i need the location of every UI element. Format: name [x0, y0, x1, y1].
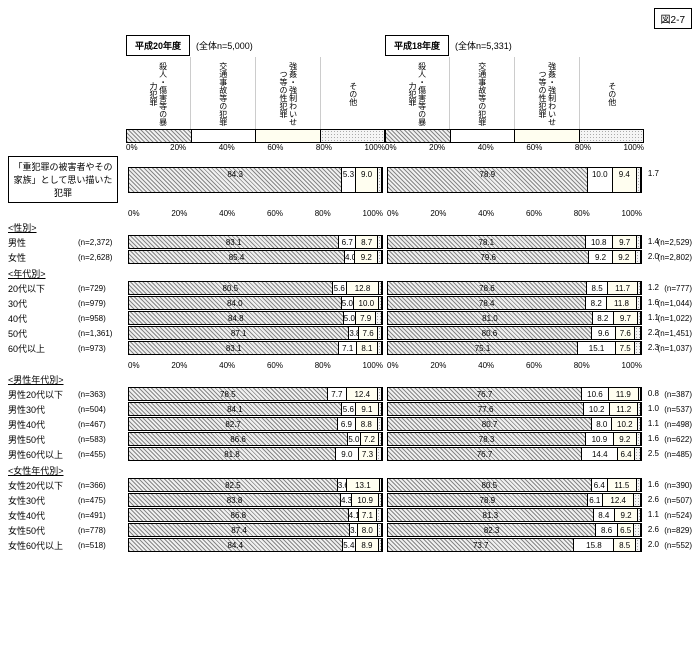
data-row: 女性(n=2,628)85.44.09.21.479.69.29.22.0(n=… — [8, 250, 692, 264]
section-header: <男性年代別> — [8, 373, 692, 386]
row-bar-left: 84.85.07.92.3 — [128, 311, 383, 325]
panel-title-right: 平成18年度 — [385, 35, 449, 56]
row-n-left: (n=729) — [78, 284, 126, 293]
row-bar-left: 83.16.78.71.5 — [128, 235, 383, 249]
row-n-left: (n=504) — [78, 405, 126, 414]
row-n-left: (n=475) — [78, 496, 126, 505]
row-bar-right: 78.310.99.21.6 — [387, 432, 642, 446]
row-label: 40代 — [8, 312, 78, 325]
row-label: 男性 — [8, 236, 78, 249]
row-label: 50代 — [8, 327, 78, 340]
row-bar-left: 87.13.87.61.5 — [128, 326, 383, 340]
panel-n-left: (全体n=5,000) — [196, 39, 253, 52]
row-n-left: (n=491) — [78, 511, 126, 520]
data-row: 女性40代(n=491)86.84.17.12.081.38.49.21.1(n… — [8, 508, 692, 522]
overall-bar-right: 78.910.09.41.7 — [387, 167, 642, 193]
row-bar-right: 81.08.29.71.1 — [387, 311, 642, 325]
data-row: 男性30代(n=504)84.15.69.11.2 77.610.211.21.0… — [8, 402, 692, 416]
row-label: 女性30代 — [8, 494, 78, 507]
row-bar-right: 82.38.66.52.6 — [387, 523, 642, 537]
row-n-left: (n=366) — [78, 481, 126, 490]
row-label: 男性20代以下 — [8, 388, 78, 401]
row-label: 女性20代以下 — [8, 479, 78, 492]
data-row: 男性40代(n=467)82.76.98.81.680.78.010.21.1(… — [8, 417, 692, 431]
category-header-right: 殺人・傷害等の暴力犯罪交通事故等の犯罪強姦・強制わいせつ等の性犯罪その他 0%2… — [385, 57, 644, 152]
row-bar-right: 79.69.29.22.0 — [387, 250, 642, 264]
row-bar-left: 84.45.48.91.3 — [128, 538, 383, 552]
data-row: 30代(n=979)84.05.010.01.078.48.211.81.6(n… — [8, 296, 692, 310]
row-bar-left: 84.15.69.11.2 — [128, 402, 383, 416]
row-label: 女性60代以上 — [8, 539, 78, 552]
overall-label: 「重犯罪の被害者やその家族」として思い描いた犯罪 — [8, 156, 118, 203]
row-bar-left: 78.57.712.41.4 — [128, 387, 383, 401]
row-n-left: (n=2,628) — [78, 253, 126, 262]
section-header: <性別> — [8, 221, 692, 234]
data-row: 40代(n=958)84.85.07.92.381.08.29.71.1(n=1… — [8, 311, 692, 325]
row-bar-left: 87.43.08.01.6 — [128, 523, 383, 537]
row-n-left: (n=778) — [78, 526, 126, 535]
row-n-left: (n=363) — [78, 390, 126, 399]
row-bar-left: 86.84.17.12.0 — [128, 508, 383, 522]
row-bar-right: 75.115.17.52.3 — [387, 341, 642, 355]
row-bar-right: 73.715.88.52.0 — [387, 538, 642, 552]
row-bar-right: 76.710.611.90.8 — [387, 387, 642, 401]
row-bar-right: 80.56.411.51.6 — [387, 478, 642, 492]
row-bar-right: 78.96.112.42.6 — [387, 493, 642, 507]
row-bar-right: 77.610.211.21.0 — [387, 402, 642, 416]
row-n-left: (n=583) — [78, 435, 126, 444]
row-label: 男性40代 — [8, 418, 78, 431]
row-n-left: (n=1,361) — [78, 329, 126, 338]
data-row: 女性50代(n=778)87.43.08.01.682.38.66.52.6(n… — [8, 523, 692, 537]
row-bar-right: 78.110.89.71.4 — [387, 235, 642, 249]
section-header: <年代別> — [8, 267, 692, 280]
panel-n-right: (全体n=5,331) — [455, 39, 512, 52]
data-row: 女性60代以上(n=518)84.45.48.91.3 73.715.88.52.… — [8, 538, 692, 552]
row-n-left: (n=973) — [78, 344, 126, 353]
data-row: 50代(n=1,361)87.13.87.61.580.69.67.62.2(n… — [8, 326, 692, 340]
data-row: 男性50代(n=583)86.65.07.21.278.310.99.21.6(… — [8, 432, 692, 446]
row-n-left: (n=958) — [78, 314, 126, 323]
overall-bar-left: 84.35.39.01.4 — [128, 167, 383, 193]
row-label: 女性50代 — [8, 524, 78, 537]
row-bar-right: 80.69.67.62.2 — [387, 326, 642, 340]
section-header: <女性年代別> — [8, 464, 692, 477]
row-n-left: (n=467) — [78, 420, 126, 429]
row-bar-left: 84.05.010.01.0 — [128, 296, 383, 310]
data-row: 女性20代以下(n=366)82.53.613.10.8 80.56.411.51… — [8, 478, 692, 492]
row-bar-right: 80.78.010.21.1 — [387, 417, 642, 431]
row-bar-right: 78.68.511.71.2 — [387, 281, 642, 295]
panel-title-left: 平成20年度 — [126, 35, 190, 56]
row-bar-left: 82.76.98.81.6 — [128, 417, 383, 431]
data-row: 女性30代(n=475)83.84.310.91.0 78.96.112.42.6… — [8, 493, 692, 507]
row-label: 女性 — [8, 251, 78, 264]
row-bar-left: 83.17.18.11.7 — [128, 341, 383, 355]
data-row: 男性(n=2,372)83.16.78.71.578.110.89.71.4(n… — [8, 235, 692, 249]
row-bar-right: 81.38.49.21.1 — [387, 508, 642, 522]
data-row: 男性20代以下(n=363)78.57.712.41.4 76.710.611.9… — [8, 387, 692, 401]
row-bar-right: 76.714.46.42.5 — [387, 447, 642, 461]
row-n-left: (n=455) — [78, 450, 126, 459]
figure-label: 図2-7 — [654, 8, 692, 29]
row-bar-left: 82.53.613.10.8 — [128, 478, 383, 492]
row-label: 60代以上 — [8, 342, 78, 355]
row-bar-left: 85.44.09.21.4 — [128, 250, 383, 264]
row-label: 女性40代 — [8, 509, 78, 522]
category-header-left: 殺人・傷害等の暴力犯罪交通事故等の犯罪強姦・強制わいせつ等の性犯罪その他 0%2… — [126, 57, 385, 152]
row-bar-left: 80.55.612.81.1 — [128, 281, 383, 295]
row-label: 男性30代 — [8, 403, 78, 416]
row-label: 20代以下 — [8, 282, 78, 295]
row-bar-right: 78.48.211.81.6 — [387, 296, 642, 310]
row-n-left: (n=2,372) — [78, 238, 126, 247]
row-bar-left: 83.84.310.91.0 — [128, 493, 383, 507]
data-row: 20代以下(n=729)80.55.612.81.1 78.68.511.71.2… — [8, 281, 692, 295]
row-bar-left: 81.89.07.31.9 — [128, 447, 383, 461]
row-label: 30代 — [8, 297, 78, 310]
row-label: 男性50代 — [8, 433, 78, 446]
row-n-left: (n=979) — [78, 299, 126, 308]
data-row: 60代以上(n=973)83.17.18.11.775.115.17.52.3(… — [8, 341, 692, 355]
data-row: 男性60代以上(n=455)81.89.07.31.9 76.714.46.42.… — [8, 447, 692, 461]
row-label: 男性60代以上 — [8, 448, 78, 461]
row-bar-left: 86.65.07.21.2 — [128, 432, 383, 446]
row-n-left: (n=518) — [78, 541, 126, 550]
